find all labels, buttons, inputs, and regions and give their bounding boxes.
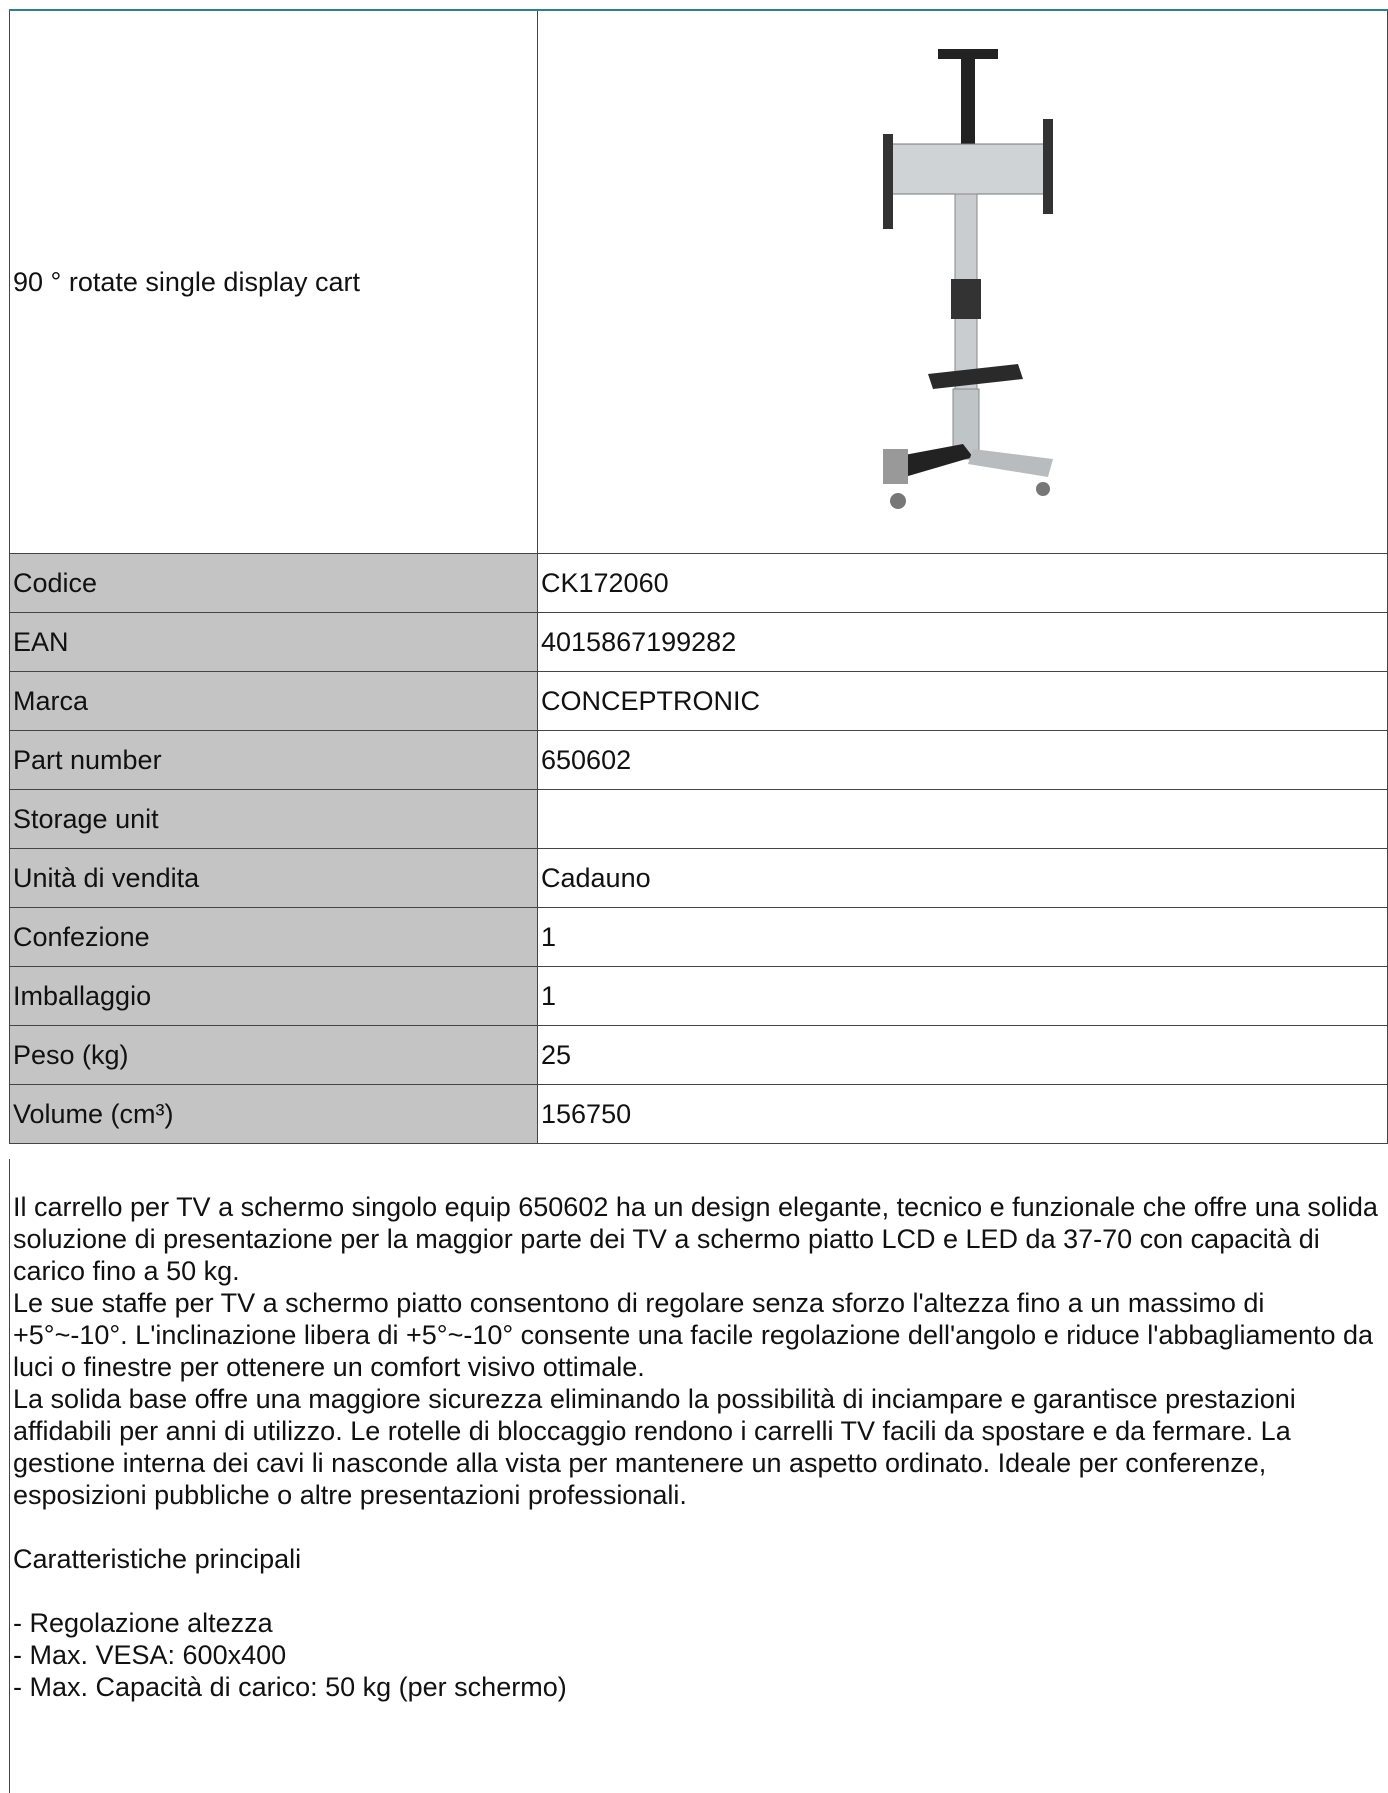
product-title: 90 ° rotate single display cart — [9, 9, 538, 554]
spec-label: Marca — [9, 671, 538, 731]
spec-label: Volume (cm³) — [9, 1084, 538, 1144]
spec-value: 156750 — [537, 1084, 1388, 1144]
spec-value: 25 — [537, 1025, 1388, 1085]
spec-label: EAN — [9, 612, 538, 672]
spacer — [13, 1159, 1385, 1191]
spec-value: Cadauno — [537, 848, 1388, 908]
spec-value: CK172060 — [537, 553, 1388, 613]
spacer — [13, 1575, 1385, 1607]
features-heading: Caratteristiche principali — [13, 1544, 302, 1574]
feature-item: - Regolazione altezza — [13, 1608, 273, 1638]
spec-row: EAN 4015867199282 — [9, 612, 1388, 672]
spec-label: Peso (kg) — [9, 1025, 538, 1085]
spec-row: Marca CONCEPTRONIC — [9, 671, 1388, 731]
feature-item: - Max. VESA: 600x400 — [13, 1640, 287, 1670]
spec-row: Confezione 1 — [9, 907, 1388, 967]
spec-label: Codice — [9, 553, 538, 613]
spec-label: Imballaggio — [9, 966, 538, 1026]
paragraph: La solida base offre una maggiore sicure… — [13, 1384, 1296, 1510]
spec-row: Unità di vendita Cadauno — [9, 848, 1388, 908]
spec-value: CONCEPTRONIC — [537, 671, 1388, 731]
header-row: 90 ° rotate single display cart — [9, 9, 1388, 554]
paragraph: Il carrello per TV a schermo singolo equ… — [13, 1192, 1378, 1286]
spacer — [13, 1511, 1385, 1543]
product-image — [882, 48, 1053, 509]
spec-value: 1 — [537, 907, 1388, 967]
spec-label: Unità di vendita — [9, 848, 538, 908]
spec-label: Part number — [9, 730, 538, 790]
spec-value: 1 — [537, 966, 1388, 1026]
product-image-cell — [537, 9, 1388, 554]
spec-row: Imballaggio 1 — [9, 966, 1388, 1026]
spec-row: Codice CK172060 — [9, 553, 1388, 613]
spec-row: Peso (kg) 25 — [9, 1025, 1388, 1085]
spec-label: Storage unit — [9, 789, 538, 849]
spec-row: Storage unit — [9, 789, 1388, 849]
product-table: 90 ° rotate single display cart Codice CK… — [9, 9, 1388, 1144]
spec-value: 650602 — [537, 730, 1388, 790]
paragraph: Le sue staffe per TV a schermo piatto co… — [13, 1288, 1374, 1382]
description: Il carrello per TV a schermo singolo equ… — [9, 1159, 1385, 1793]
spec-label: Confezione — [9, 907, 538, 967]
spec-row: Volume (cm³) 156750 — [9, 1084, 1388, 1144]
spec-row: Part number 650602 — [9, 730, 1388, 790]
feature-item: - Max. Capacità di carico: 50 kg (per sc… — [13, 1672, 567, 1702]
spec-value: 4015867199282 — [537, 612, 1388, 672]
spec-value — [537, 789, 1388, 849]
